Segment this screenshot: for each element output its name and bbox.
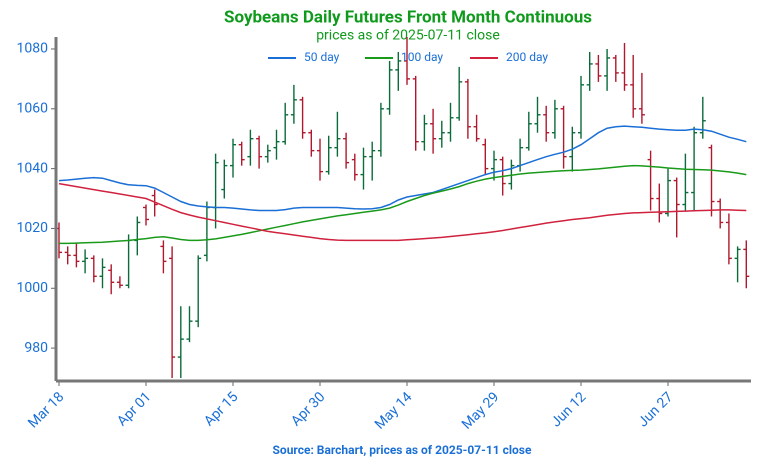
legend-label: 50 day — [304, 50, 340, 64]
ma-line — [58, 125, 747, 212]
ma-line — [58, 182, 747, 242]
y-tick-label: 1060 — [17, 100, 49, 116]
legend-label: 200 day — [506, 50, 548, 64]
ma-line — [59, 164, 747, 245]
source-note: Source: Barchart, prices as of 2025-07-1… — [273, 443, 532, 457]
legend-label: 100 day — [401, 50, 443, 64]
y-tick-label: 1080 — [17, 41, 49, 57]
y-tick-label: 980 — [24, 340, 48, 356]
y-tick-label: 1000 — [17, 280, 49, 296]
chart-subtitle: prices as of 2025-07-11 close — [316, 28, 500, 44]
chart-title: Soybeans Daily Futures Front Month Conti… — [224, 7, 592, 27]
y-tick-label: 1040 — [17, 160, 49, 176]
y-tick-label: 1020 — [17, 220, 49, 236]
